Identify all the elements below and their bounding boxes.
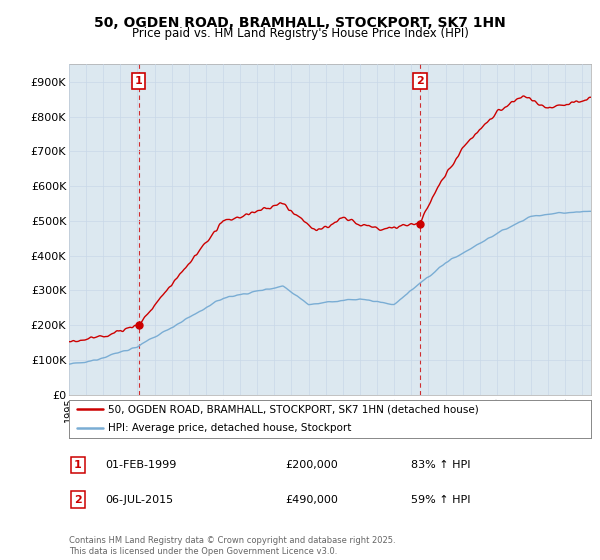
Text: 83% ↑ HPI: 83% ↑ HPI [411,460,470,470]
Text: 01-FEB-1999: 01-FEB-1999 [105,460,176,470]
Text: 2: 2 [416,76,424,86]
Text: 1: 1 [74,460,82,470]
Text: 50, OGDEN ROAD, BRAMHALL, STOCKPORT, SK7 1HN: 50, OGDEN ROAD, BRAMHALL, STOCKPORT, SK7… [94,16,506,30]
Text: Price paid vs. HM Land Registry's House Price Index (HPI): Price paid vs. HM Land Registry's House … [131,27,469,40]
Text: £490,000: £490,000 [285,494,338,505]
Text: £200,000: £200,000 [285,460,338,470]
Text: 2: 2 [74,494,82,505]
Text: HPI: Average price, detached house, Stockport: HPI: Average price, detached house, Stoc… [108,423,352,433]
Text: 1: 1 [135,76,143,86]
Text: Contains HM Land Registry data © Crown copyright and database right 2025.
This d: Contains HM Land Registry data © Crown c… [69,536,395,556]
Text: 59% ↑ HPI: 59% ↑ HPI [411,494,470,505]
Text: 50, OGDEN ROAD, BRAMHALL, STOCKPORT, SK7 1HN (detached house): 50, OGDEN ROAD, BRAMHALL, STOCKPORT, SK7… [108,404,479,414]
Text: 06-JUL-2015: 06-JUL-2015 [105,494,173,505]
